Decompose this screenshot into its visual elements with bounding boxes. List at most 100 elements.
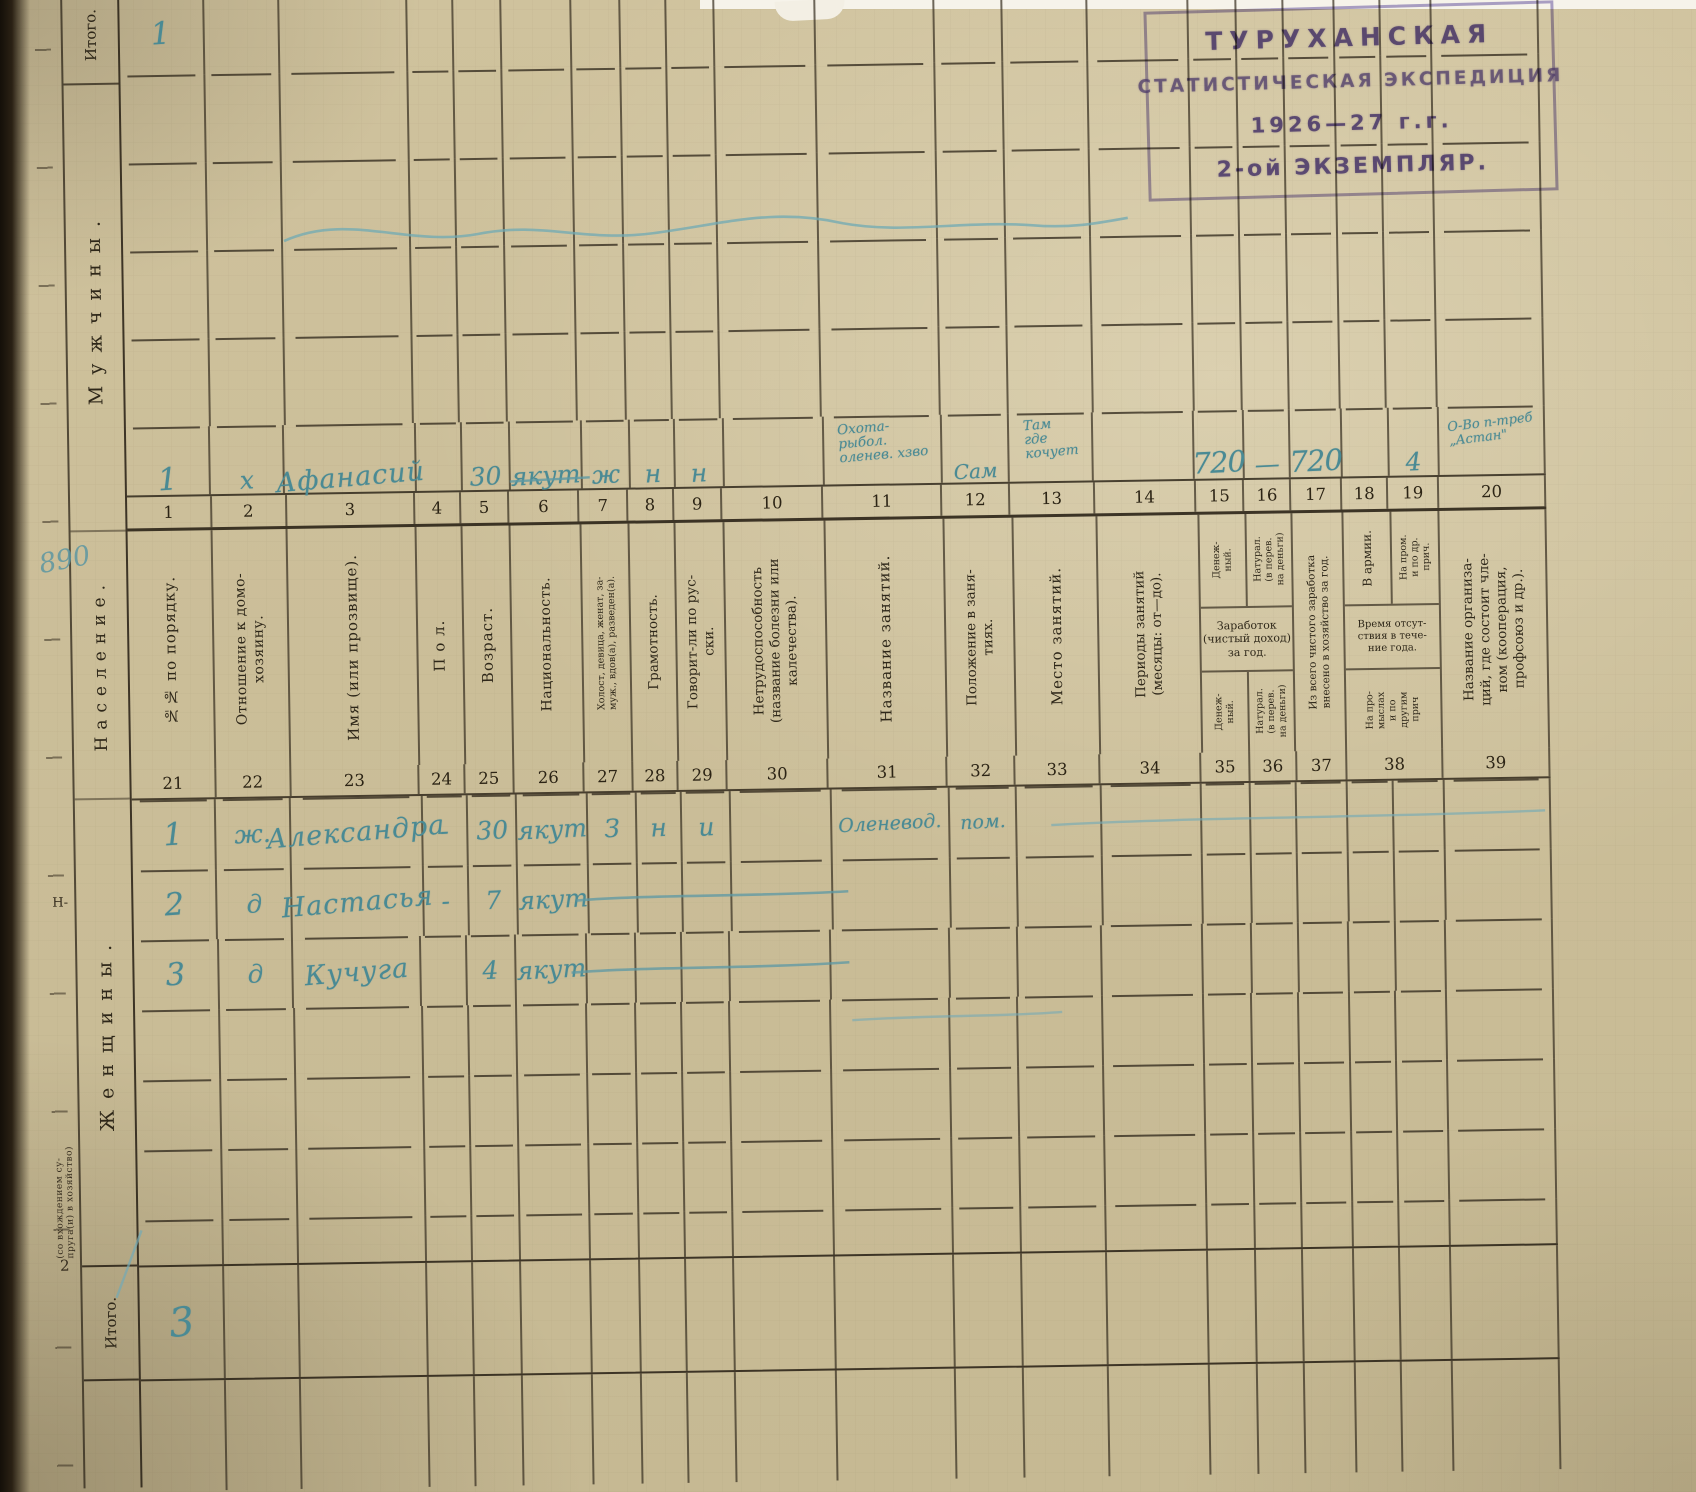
table-cell (281, 159, 411, 250)
absence-subheaders-top: В армии. На пром. и по др. прич. (1343, 510, 1439, 607)
handwritten-value: 4 (1404, 446, 1422, 477)
header-col-organization: Название организа- ций, где состоит чле-… (1439, 509, 1551, 749)
header-label: №№ по порядку. (160, 575, 181, 725)
table-cell (837, 1368, 958, 1481)
table-cell (734, 1256, 838, 1371)
table-cell (207, 249, 285, 339)
table-cell (1023, 1366, 1111, 1478)
column-number: 8 (627, 488, 675, 521)
table-cell (1019, 1065, 1105, 1137)
handwritten-value: н (649, 812, 668, 843)
header-label: Холост, девица, женат, за- муж., вдов(а)… (593, 575, 619, 711)
table-cell (1004, 148, 1091, 238)
table-cell (520, 1213, 592, 1260)
table-cell (623, 242, 672, 332)
cell-number: 2 (132, 869, 219, 941)
table-cell (1394, 849, 1447, 921)
header-col-literacy: Грамотность. (629, 522, 680, 762)
handwritten-value: 2 (163, 886, 186, 924)
table-cell (1446, 918, 1554, 990)
table-cell (1001, 0, 1088, 62)
label-total-top: Итого. (62, 0, 119, 86)
header-col-sex: П о л. (416, 526, 466, 765)
table-cell (949, 926, 1019, 998)
table-cell (1203, 852, 1253, 924)
column-number: 2 (211, 495, 287, 528)
column-number: 24 (419, 764, 466, 794)
table-cell (1288, 320, 1341, 410)
table-cell (635, 931, 683, 1003)
table-cell (590, 1212, 640, 1259)
column-number: 13 (1009, 482, 1096, 515)
cell-position: пом. (949, 786, 1019, 858)
column-number: 19 (1388, 476, 1440, 509)
handwritten-value: н (690, 458, 709, 488)
table-cell (589, 1142, 640, 1214)
header-label: Возраст. (477, 606, 497, 684)
margin-fragment-rotated: (со вхождением су- пруга(и) в хозяйство) (54, 1145, 77, 1259)
cell-army (1341, 407, 1390, 477)
table-cell (933, 0, 1004, 63)
table-cell (470, 1144, 521, 1216)
cell-number: 1 (125, 426, 211, 499)
table-cell (452, 0, 503, 71)
table-cell (1298, 921, 1350, 993)
column-number: 36 (1250, 751, 1298, 781)
cell-occupation: Охота- рыбол. оленев. хзво (823, 414, 943, 485)
table-cell (1104, 1133, 1208, 1206)
table-cell (1022, 1252, 1109, 1366)
table-cell (718, 240, 821, 331)
label-text: Итого. (101, 1296, 120, 1350)
table-cell (671, 330, 722, 419)
header-col-disability: Нетрудоспособность (название болезни или… (724, 520, 830, 761)
table-cell (683, 861, 733, 932)
cell-age: 4 (467, 934, 517, 1006)
table-cell (832, 1067, 953, 1140)
table-cell (428, 1376, 477, 1487)
table-cell (1353, 1247, 1403, 1361)
table-cell (955, 1367, 1026, 1479)
table-cell (423, 1075, 471, 1146)
table-cell (222, 1217, 299, 1265)
table-cell (1450, 1198, 1558, 1245)
table-cell (518, 1073, 590, 1145)
header-label: Название занятий. (875, 554, 897, 723)
header-label: Положение в заня- тиях. (961, 568, 997, 706)
table-cell (1203, 922, 1253, 994)
cell-nationality: якут (517, 863, 591, 935)
table-cell (1255, 1202, 1304, 1248)
cell-nationality: якут (516, 793, 590, 865)
header-col-periods: Периоды занятий (месяцы: от—до). (1097, 514, 1203, 755)
table-cell (619, 0, 667, 68)
subheader-money: Денеж- ный. (1199, 514, 1245, 607)
label-women: Женщины. (75, 800, 137, 1266)
cell-nationality: якут (516, 933, 589, 1005)
column-number: 4 (414, 492, 462, 525)
table-cell (278, 0, 409, 74)
cell-number: 1 (131, 799, 218, 871)
table-cell (818, 150, 939, 241)
total-row: 3 (139, 1243, 1560, 1382)
handwritten-value: х (239, 465, 255, 495)
column-number: 22 (215, 767, 292, 798)
column-number: 15 (1195, 479, 1245, 512)
table-cell (730, 929, 833, 1002)
column-number: 39 (1442, 747, 1551, 778)
handwritten-value: Оленевод. (837, 810, 942, 838)
column-number: 28 (632, 760, 680, 791)
table-cell (1007, 324, 1094, 414)
table-cell (1299, 991, 1351, 1063)
table-cell (639, 1258, 688, 1372)
table-cell (831, 927, 951, 1000)
table-cell (571, 0, 622, 69)
cell-name: Кучуга (293, 935, 423, 1008)
table-cell (1006, 236, 1093, 326)
table-cell (1241, 321, 1290, 411)
table-cell (225, 1378, 303, 1491)
handwritten-value: 30 (475, 814, 509, 846)
table-cell (593, 1373, 644, 1485)
table-cell (1395, 919, 1448, 991)
handwritten-total-women: 3 (165, 1298, 197, 1348)
table-cell (209, 337, 286, 427)
handwritten-value: 4 (482, 955, 500, 985)
